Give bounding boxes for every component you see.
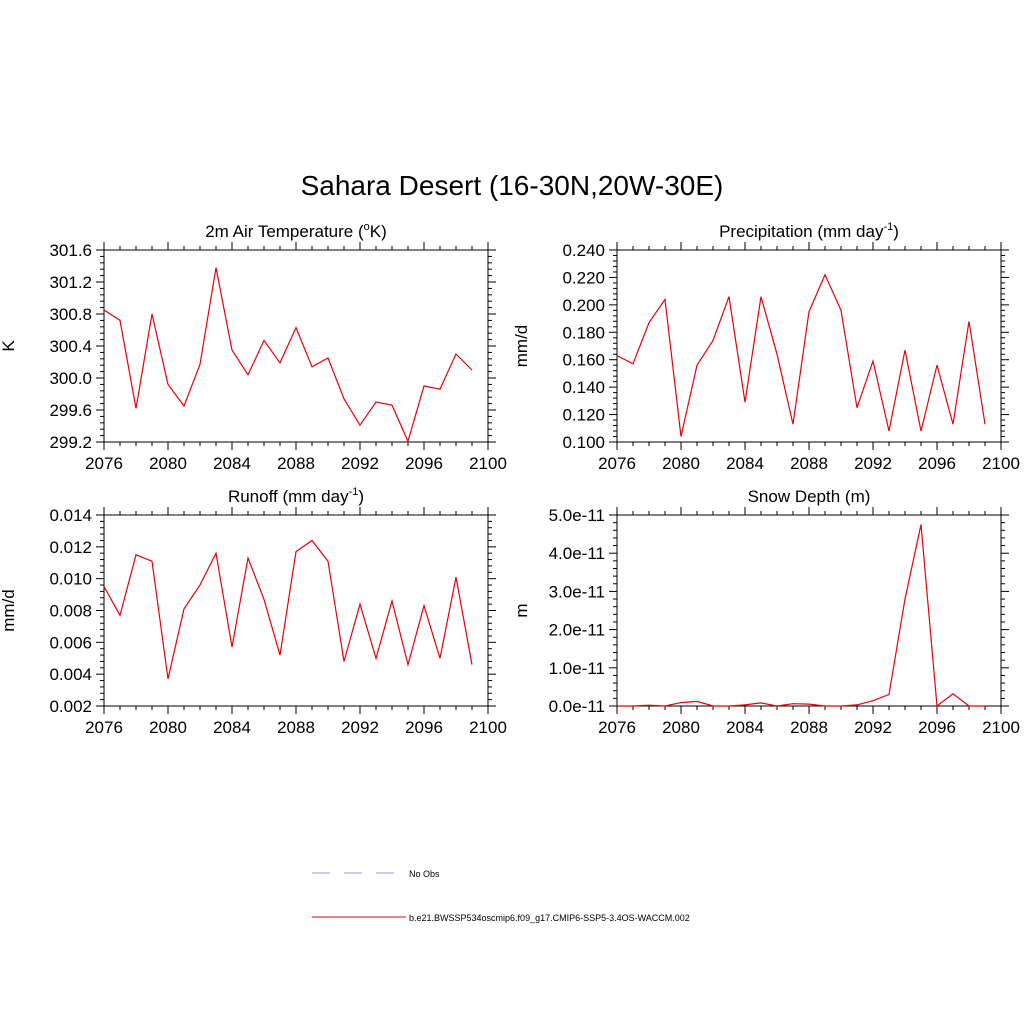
y-tick-label: 0.180: [562, 323, 605, 342]
plot-frame: [103, 249, 489, 443]
x-tick-label: 2088: [790, 718, 828, 737]
x-tick-label: 2096: [918, 718, 956, 737]
y-tick-label: 0.012: [49, 538, 92, 557]
y-tick-label: 2.0e-11: [549, 621, 605, 640]
x-tick-label: 2080: [662, 718, 700, 737]
panel-snow: 2076 2080 2084 2088 2092 2096 2100 0.0e-11 1.0e-…: [512, 487, 1020, 737]
y-tick-label: 4.0e-11: [549, 544, 605, 563]
y-tick-label: 299.6: [49, 401, 92, 420]
panel-temp: 2076 2080 2084 2088 2092 2096 2100 299.2 299.6 30…: [0, 221, 507, 473]
y-tick-label: 301.2: [49, 273, 92, 292]
y-tick-label: 0.100: [562, 433, 605, 452]
y-tick-label: 0.002: [49, 697, 92, 716]
y-tick-label: 300.8: [49, 305, 92, 324]
y-tick-label: 299.2: [49, 433, 92, 452]
y-tick-label: 5.0e-11: [549, 506, 605, 525]
x-tick-label: 2092: [854, 718, 892, 737]
y-axis-label: K: [0, 340, 18, 352]
x-tick-label: 2076: [598, 718, 636, 737]
panel-title: Precipitation (mm day-1): [719, 221, 899, 241]
panel-title: Runoff (mm day-1): [228, 486, 364, 506]
x-tick-label: 2088: [790, 454, 828, 473]
y-tick-label: 3.0e-11: [549, 582, 605, 601]
y-tick-label: 0.240: [562, 241, 605, 260]
y-tick-label: 0.004: [49, 665, 92, 684]
x-tick-label: 2080: [149, 718, 187, 737]
plot-frame: [103, 514, 489, 707]
x-tick-label: 2076: [598, 454, 636, 473]
x-tick-label: 2076: [85, 718, 123, 737]
x-tick-label: 2084: [726, 454, 764, 473]
y-tick-label: 0.160: [562, 351, 605, 370]
x-tick-label: 2100: [982, 718, 1020, 737]
y-tick-label: 0.120: [562, 406, 605, 425]
x-tick-label: 2100: [982, 454, 1020, 473]
panel-runoff: 2076 2080 2084 2088 2092 2096 2100 0.002 0.004 0.…: [0, 486, 507, 737]
x-tick-label: 2080: [149, 454, 187, 473]
panel-precip: 2076 2080 2084 2088 2092 2096 2100 0.100 0.120 0.…: [512, 221, 1020, 473]
x-tick-label: 2088: [277, 718, 315, 737]
series-line-model: [616, 273, 986, 437]
x-tick-label: 2080: [662, 454, 700, 473]
x-tick-label: 2096: [405, 718, 443, 737]
y-tick-label: 0.006: [49, 633, 92, 652]
y-tick-label: 0.010: [49, 570, 92, 589]
series-line-model: [103, 267, 473, 443]
y-axis-label: mm/d: [0, 589, 18, 632]
x-tick-label: 2084: [726, 718, 764, 737]
panel-title: Snow Depth (m): [748, 487, 871, 506]
x-tick-label: 2100: [469, 718, 507, 737]
y-tick-label: 0.200: [562, 296, 605, 315]
x-tick-label: 2076: [85, 454, 123, 473]
y-tick-label: 0.220: [562, 268, 605, 287]
figure-title: Sahara Desert (16-30N,20W-30E): [300, 170, 724, 201]
x-tick-label: 2096: [405, 454, 443, 473]
x-tick-label: 2092: [854, 454, 892, 473]
x-tick-label: 2100: [469, 454, 507, 473]
x-tick-label: 2084: [213, 718, 251, 737]
y-tick-label: 0.0e-11: [549, 697, 605, 716]
y-tick-label: 0.014: [49, 506, 92, 525]
x-tick-label: 2092: [341, 454, 379, 473]
y-tick-label: 300.4: [49, 337, 92, 356]
series-line-model: [103, 539, 473, 680]
y-tick-label: 0.140: [562, 378, 605, 397]
x-tick-label: 2096: [918, 454, 956, 473]
x-tick-label: 2092: [341, 718, 379, 737]
plot-frame: [616, 249, 1002, 443]
panel-title: 2m Air Temperature (oK): [205, 221, 387, 241]
x-tick-label: 2084: [213, 454, 251, 473]
y-tick-label: 1.0e-11: [549, 659, 605, 678]
x-tick-label: 2088: [277, 454, 315, 473]
y-tick-label: 300.0: [49, 369, 92, 388]
y-axis-label: mm/d: [512, 325, 531, 368]
y-axis-label: m: [512, 603, 531, 617]
y-tick-label: 301.6: [49, 241, 92, 260]
series-line-model: [617, 524, 985, 708]
y-tick-label: 0.008: [49, 602, 92, 621]
plot-frame: [616, 514, 1002, 707]
